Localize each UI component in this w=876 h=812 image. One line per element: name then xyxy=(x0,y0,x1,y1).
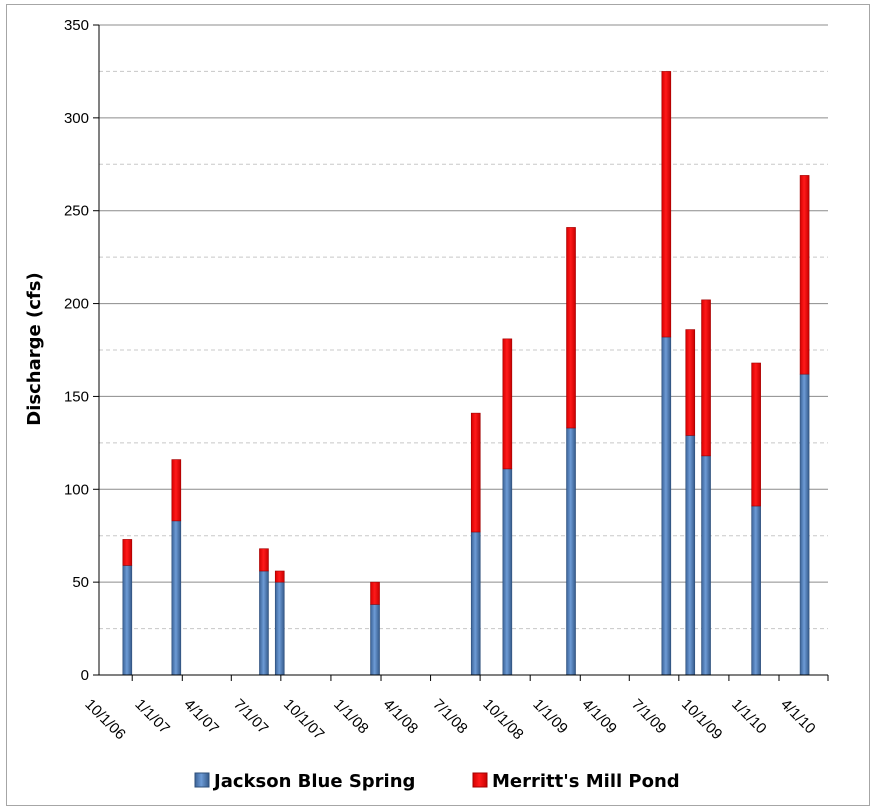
x-tick-label: 4/1/07 xyxy=(180,696,222,738)
bar-merritts-mill-pond xyxy=(566,227,576,429)
axes xyxy=(93,24,829,681)
bars xyxy=(122,71,810,676)
legend-swatch-merritts-mill-pond xyxy=(472,772,488,788)
bar-merritts-mill-pond xyxy=(685,329,696,436)
bar-merritts-mill-pond xyxy=(259,548,269,572)
y-tick-label: 0 xyxy=(81,667,89,684)
y-tick-label: 350 xyxy=(64,17,89,34)
bar-jackson-blue-spring xyxy=(701,455,711,676)
bar-merritts-mill-pond xyxy=(370,581,380,605)
bar-jackson-blue-spring xyxy=(122,565,133,676)
x-tick-label: 1/1/10 xyxy=(728,696,770,738)
bar-merritts-mill-pond xyxy=(122,539,133,566)
x-tick-label: 7/1/09 xyxy=(628,696,670,738)
bar-merritts-mill-pond xyxy=(502,338,513,470)
legend: Jackson Blue Spring Merritt's Mill Pond xyxy=(194,771,680,792)
bar-jackson-blue-spring xyxy=(566,427,576,676)
legend-label-jackson-blue-spring: Jackson Blue Spring xyxy=(212,771,415,792)
bar-jackson-blue-spring xyxy=(661,336,672,676)
y-tick-label: 300 xyxy=(64,110,89,127)
bar-merritts-mill-pond xyxy=(799,175,810,375)
bar-jackson-blue-spring xyxy=(259,570,269,676)
y-axis-title: Discharge (cfs) xyxy=(24,272,45,425)
chart-frame xyxy=(6,4,870,806)
bar-jackson-blue-spring xyxy=(470,531,481,676)
y-tick-label: 250 xyxy=(64,203,89,220)
y-tick-label: 150 xyxy=(64,388,89,405)
bar-jackson-blue-spring xyxy=(370,604,380,676)
bar-jackson-blue-spring xyxy=(502,468,513,676)
grid-lines xyxy=(99,24,828,630)
x-tick-label: 7/1/07 xyxy=(230,696,272,738)
bar-merritts-mill-pond xyxy=(661,71,672,338)
legend-swatch-jackson-blue-spring xyxy=(194,772,210,788)
legend-label-merritts-mill-pond: Merritt's Mill Pond xyxy=(492,771,680,792)
bar-jackson-blue-spring xyxy=(751,505,761,676)
bar-merritts-mill-pond xyxy=(274,570,285,583)
bar-jackson-blue-spring xyxy=(685,435,696,676)
x-tick-label: 1/1/09 xyxy=(529,696,571,738)
x-tick-label: 10/1/09 xyxy=(678,696,725,743)
bar-merritts-mill-pond xyxy=(751,362,761,507)
x-tick-label: 4/1/10 xyxy=(777,696,819,738)
x-tick-label: 10/1/07 xyxy=(280,696,327,743)
x-tick-label: 4/1/09 xyxy=(578,696,620,738)
bar-jackson-blue-spring xyxy=(171,520,182,676)
bar-merritts-mill-pond xyxy=(171,459,182,522)
y-tick-label: 100 xyxy=(64,481,89,498)
x-tick-label: 7/1/08 xyxy=(429,696,471,738)
x-tick-label: 1/1/08 xyxy=(330,696,372,738)
y-tick-label: 50 xyxy=(72,574,89,591)
bar-jackson-blue-spring xyxy=(799,373,810,676)
bar-merritts-mill-pond xyxy=(701,299,711,457)
bar-jackson-blue-spring xyxy=(274,581,285,676)
x-tick-label: 10/1/08 xyxy=(479,696,526,743)
y-tick-label: 200 xyxy=(64,296,89,313)
bar-merritts-mill-pond xyxy=(470,412,481,533)
x-tick-label: 10/1/06 xyxy=(81,696,128,743)
x-tick-label: 1/1/07 xyxy=(131,696,173,738)
x-tick-label: 4/1/08 xyxy=(380,696,422,738)
